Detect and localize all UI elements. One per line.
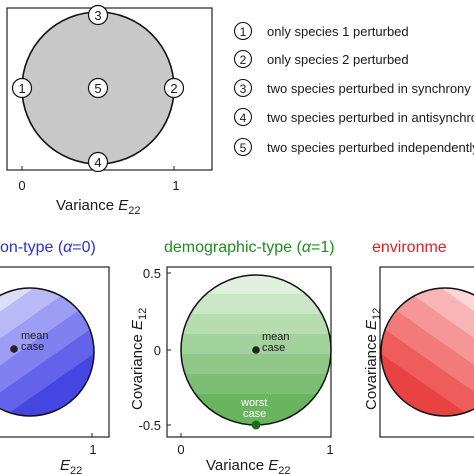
- svg-text:1: 1: [18, 81, 25, 96]
- panel-1-title: on-type (α=0): [0, 239, 96, 256]
- panel-1-mean-label: mean case: [21, 330, 49, 353]
- top-axes-box: [6, 7, 213, 171]
- panel-2-worst-label: worst case: [240, 397, 267, 420]
- panel-3-title: environme: [372, 239, 447, 256]
- legend-item-4: 4 two species perturbed in antisynchrony: [233, 107, 474, 127]
- panel-2-mean-label: mean case: [262, 331, 290, 354]
- legend-item-1: 1 only species 1 perturbed: [233, 21, 409, 41]
- svg-text:4: 4: [240, 111, 247, 125]
- legend-item-5: 5 two species perturbed independently: [233, 137, 474, 157]
- marker-3: 3: [87, 4, 109, 26]
- top-diagram: 1 2 3 4 5 0 1 Variance E22: [6, 4, 213, 217]
- svg-text:4: 4: [94, 155, 101, 170]
- legend-item-2: 2 only species 2 perturbed: [233, 49, 409, 69]
- svg-text:only species 1 perturbed: only species 1 perturbed: [267, 24, 409, 39]
- panel-2-title: demographic-type (α=1): [164, 239, 335, 256]
- panel-environment-red: environme Covariance E12: [363, 239, 474, 438]
- panel-2-xtick-1: 1: [326, 442, 333, 457]
- legend: 1 only species 1 perturbed 2 only specie…: [233, 21, 474, 157]
- panel-2-worst-point: [251, 420, 261, 430]
- svg-text:5: 5: [240, 141, 247, 155]
- svg-text:2: 2: [170, 81, 177, 96]
- svg-text:3: 3: [240, 82, 247, 96]
- top-tick-label-1: 1: [172, 178, 179, 193]
- svg-text:1: 1: [240, 25, 247, 39]
- panel-2-xlabel: Variance E22: [206, 457, 291, 474]
- panel-1-axes-box: [0, 266, 110, 438]
- panel-2-xtick-0: 0: [177, 442, 184, 457]
- marker-4: 4: [87, 151, 109, 173]
- marker-2: 2: [163, 77, 185, 99]
- svg-text:two species perturbed in synch: two species perturbed in synchrony: [267, 81, 471, 96]
- svg-text:3: 3: [94, 8, 101, 23]
- panel-2-ylabel: Covariance E12: [129, 308, 149, 410]
- svg-text:5: 5: [94, 81, 101, 96]
- legend-item-3: 3 two species perturbed in synchrony: [233, 78, 471, 98]
- panel-3-gradient-disk: [381, 288, 474, 416]
- panel-3-axes-box: [379, 266, 474, 438]
- panel-2-ytick-1: 0: [154, 343, 161, 358]
- panel-1-xlabel: E22: [60, 457, 82, 474]
- marker-5: 5: [87, 77, 109, 99]
- panel-2-gradient-disk: [181, 275, 331, 425]
- svg-text:two species perturbed in antis: two species perturbed in antisynchrony: [267, 110, 474, 125]
- svg-text:two species perturbed independ: two species perturbed independently: [267, 140, 474, 155]
- panel-1-xtick-1: 1: [89, 442, 96, 457]
- panel-1-mean-point: [10, 345, 18, 353]
- svg-text:only species 2 perturbed: only species 2 perturbed: [267, 52, 409, 67]
- panel-2-ytick-0: 0.5: [143, 266, 161, 281]
- top-xlabel: Variance E22: [56, 197, 141, 217]
- svg-text:2: 2: [240, 53, 247, 67]
- marker-1: 1: [11, 77, 33, 99]
- panel-demographic-green: demographic-type (α=1) mean case worst cas…: [129, 239, 335, 474]
- panel-2-ytick-2: -0.5: [139, 418, 161, 433]
- panel-2-mean-point: [252, 346, 260, 354]
- top-tick-label-0: 0: [18, 178, 25, 193]
- panel-3-ylabel: Covariance E12: [363, 308, 383, 410]
